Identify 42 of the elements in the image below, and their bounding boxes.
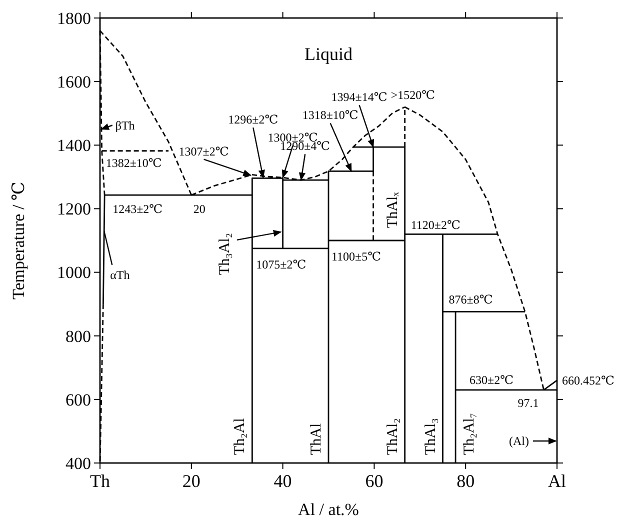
annotation: Th₂Al <box>232 418 248 455</box>
y-tick-label: 1200 <box>57 200 91 219</box>
y-tick-label: 400 <box>66 454 91 473</box>
x-tick-label: 20 <box>182 471 200 491</box>
annotation: 630±2℃ <box>470 372 514 387</box>
y-axis-title: Temperature / ℃ <box>9 182 28 300</box>
annotation: ThAl <box>308 423 324 455</box>
annotation: 1296±2℃ <box>228 112 278 127</box>
x-tick-label: Th <box>90 471 110 491</box>
x-axis-title: Al / at.% <box>298 500 359 519</box>
y-tick-label: 1800 <box>57 8 91 28</box>
annotation: 660.452℃ <box>562 373 614 388</box>
annotation: ThAl₃ <box>422 418 439 455</box>
x-tick-label: 80 <box>456 471 475 491</box>
annotation: Liquid <box>304 44 352 64</box>
annotation: 20 <box>193 202 206 216</box>
y-tick-label: 800 <box>66 326 91 346</box>
y-tick-label: 1600 <box>57 72 91 92</box>
y-tick-label: 1400 <box>57 136 91 156</box>
annotation: Th₃Al₂ <box>216 232 233 275</box>
x-tick-label: 60 <box>365 471 384 491</box>
annotation: 1307±2℃ <box>178 144 229 158</box>
annotation: >1520℃ <box>390 88 436 102</box>
y-tick-label: 600 <box>66 390 91 410</box>
annotation: ThAl₂ <box>384 418 401 455</box>
annotation: 876±8℃ <box>448 292 493 307</box>
annotation: 1075±2℃ <box>256 257 306 272</box>
annotation: 1382±10℃ <box>106 156 162 170</box>
annotation: 1318±10℃ <box>302 108 358 122</box>
annotation: αTh <box>110 268 130 282</box>
annotation: 1120±2℃ <box>410 218 460 232</box>
annotation: Th₂Al₇ <box>462 412 478 455</box>
annotation: (Al) <box>509 434 529 448</box>
annotation: 1243±2℃ <box>112 202 163 216</box>
x-tick-label: 40 <box>274 471 292 491</box>
annotation: 1100±5℃ <box>332 250 382 264</box>
y-tick-label: 1000 <box>57 263 91 282</box>
annotation: 1394±14℃ <box>331 90 388 104</box>
annotation: βTh <box>115 118 135 132</box>
annotation: ThAlₓ <box>384 191 401 228</box>
x-tick-label: Al <box>548 471 566 491</box>
annotation: 97.1 <box>518 396 539 410</box>
